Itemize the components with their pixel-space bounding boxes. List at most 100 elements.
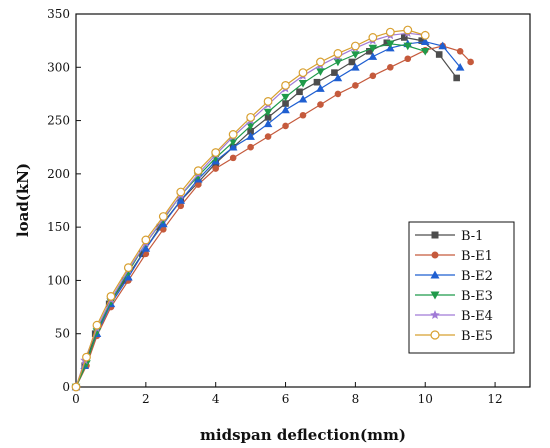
y-axis-label: load(kN) xyxy=(14,163,32,237)
legend-label: B-E2 xyxy=(461,269,493,284)
data-point-marker xyxy=(193,166,203,176)
data-point-marker xyxy=(430,291,440,300)
series-b-e4 xyxy=(71,28,430,391)
data-point-marker xyxy=(467,58,474,66)
data-point-marker xyxy=(177,202,185,210)
data-point-marker xyxy=(453,74,460,82)
x-axis-label: midspan deflection(mm) xyxy=(200,426,406,444)
series-layer xyxy=(71,25,474,392)
data-point-marker xyxy=(368,33,378,42)
y-tick-label: 350 xyxy=(47,7,70,21)
data-point-marker xyxy=(366,48,373,55)
data-point-marker xyxy=(264,133,272,140)
y-tick-label: 150 xyxy=(47,220,70,234)
data-point-marker xyxy=(106,292,116,301)
data-point-marker xyxy=(387,63,394,71)
data-point-marker xyxy=(82,352,91,362)
data-point-marker xyxy=(229,154,237,162)
data-point-marker xyxy=(334,90,342,98)
data-point-marker xyxy=(403,42,413,51)
data-point-marker xyxy=(228,138,238,147)
x-tick-label: 6 xyxy=(282,392,290,406)
data-point-marker xyxy=(212,165,219,172)
data-point-marker xyxy=(247,127,254,135)
x-tick-label: 12 xyxy=(487,392,502,406)
data-point-marker xyxy=(298,79,308,88)
data-point-marker xyxy=(350,41,360,51)
data-point-marker xyxy=(316,57,325,67)
legend: B-1 B-E1 B-E2 B-E3 B-E4 B-E5 xyxy=(408,221,515,354)
legend-label: B-E4 xyxy=(461,309,493,324)
y-tick-label: 50 xyxy=(55,327,70,341)
data-point-marker xyxy=(430,330,440,340)
data-point-marker xyxy=(383,39,391,47)
data-point-marker xyxy=(351,51,360,59)
data-point-marker xyxy=(435,51,443,58)
data-point-marker xyxy=(141,244,151,252)
x-tick-label: 10 xyxy=(418,392,433,406)
data-point-marker xyxy=(296,88,303,96)
data-point-marker xyxy=(404,55,412,63)
x-tick-label: 0 xyxy=(72,392,80,406)
data-point-marker xyxy=(211,148,221,157)
data-point-marker xyxy=(400,34,408,41)
data-point-marker xyxy=(369,72,377,80)
data-point-marker xyxy=(316,84,325,92)
data-point-marker xyxy=(92,320,102,330)
y-tick-label: 250 xyxy=(47,114,70,128)
series-b-e2 xyxy=(71,37,465,391)
data-point-marker xyxy=(124,272,133,281)
series-line xyxy=(75,36,458,388)
series-line xyxy=(75,41,461,388)
data-point-marker xyxy=(299,111,307,119)
series-b-e3 xyxy=(71,40,430,392)
data-point-marker xyxy=(331,69,338,76)
data-point-marker xyxy=(333,49,343,58)
data-point-marker xyxy=(368,52,378,60)
legend-label: B-E5 xyxy=(461,329,493,344)
data-point-marker xyxy=(316,68,325,76)
series-b-1 xyxy=(72,34,460,391)
data-point-marker xyxy=(403,25,413,35)
data-point-marker xyxy=(263,119,273,128)
data-point-marker xyxy=(281,81,290,90)
data-point-marker xyxy=(317,101,324,108)
data-point-marker xyxy=(420,37,430,46)
data-point-marker xyxy=(193,172,203,181)
legend-label: B-1 xyxy=(461,229,483,244)
data-point-marker xyxy=(141,235,151,245)
data-point-marker xyxy=(71,382,81,392)
data-point-marker xyxy=(246,122,255,131)
data-point-marker xyxy=(313,78,321,86)
data-point-marker xyxy=(368,44,378,53)
tick-layer: 0 2 4 6 8 10 12 0 50 100 150 200 250 300 350 xyxy=(47,7,503,406)
data-point-marker xyxy=(333,73,343,82)
data-point-marker xyxy=(418,37,426,44)
series-line xyxy=(75,32,426,388)
data-point-marker xyxy=(176,187,186,197)
data-point-marker xyxy=(430,270,440,279)
y-tick-label: 200 xyxy=(47,167,70,181)
plot-frame xyxy=(75,13,531,388)
data-point-marker xyxy=(228,130,238,139)
data-point-marker xyxy=(263,96,273,106)
data-point-marker xyxy=(281,105,290,114)
data-point-marker xyxy=(348,58,356,66)
y-tick-label: 100 xyxy=(47,273,70,287)
y-tick-label: 0 xyxy=(62,380,70,394)
data-point-marker xyxy=(176,196,186,204)
x-tick-label: 8 xyxy=(352,392,360,406)
data-point-marker xyxy=(430,310,440,319)
series-b-e5 xyxy=(71,25,430,392)
data-point-marker xyxy=(298,94,308,103)
data-point-marker xyxy=(158,212,168,221)
data-point-marker xyxy=(263,108,273,117)
data-point-marker xyxy=(281,93,290,102)
data-point-marker xyxy=(438,41,447,50)
data-point-marker xyxy=(246,112,256,122)
data-point-marker xyxy=(264,114,272,121)
data-point-marker xyxy=(351,62,360,71)
data-point-marker xyxy=(246,132,255,140)
y-tick-label: 300 xyxy=(47,60,70,74)
